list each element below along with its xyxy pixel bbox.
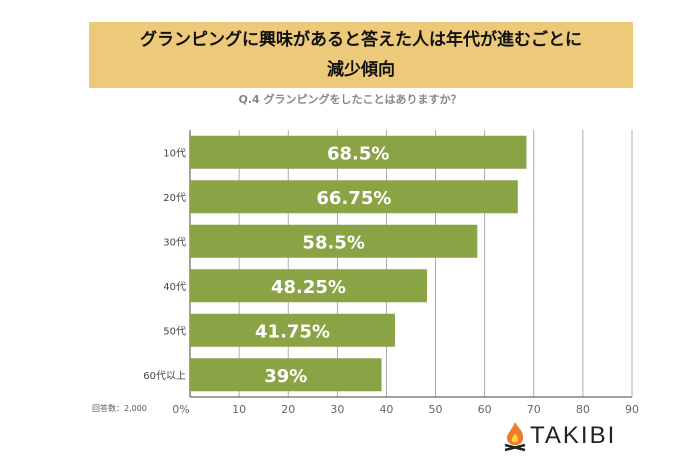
x-tick-label: 40 [379, 403, 393, 416]
x-tick-label: 50 [429, 403, 443, 416]
data-label: 66.75% [316, 188, 391, 209]
x-tick-label: 80 [576, 403, 590, 416]
x-tick-label: 60 [478, 403, 492, 416]
bar [190, 358, 382, 392]
data-label: 48.25% [271, 277, 346, 298]
x-tick-label: 70 [527, 403, 541, 416]
bar [190, 180, 518, 214]
brand-name: TAKIBI [530, 422, 617, 449]
x-tick-label: 0% [172, 403, 189, 416]
x-tick-label: 10 [232, 403, 246, 416]
category-label: 50代 [163, 325, 186, 337]
title-box: グランピングに興味があると答えた人は年代が進むごとに 減少傾向 [89, 22, 633, 88]
x-tick-label: 30 [330, 403, 344, 416]
respondent-count: 回答数：2,000 [92, 404, 147, 413]
brand-logo: TAKIBI [500, 420, 616, 452]
category-label: 20代 [163, 192, 186, 204]
bar [190, 313, 396, 347]
category-label: 10代 [163, 147, 186, 159]
data-label: 68.5% [327, 143, 389, 164]
title-line2: 減少傾向 [327, 60, 395, 80]
data-label: 58.5% [302, 232, 364, 253]
title-line1: グランピングに興味があると答えた人は年代が進むごとに [140, 30, 582, 50]
campfire-icon [504, 422, 526, 452]
bar [190, 269, 427, 303]
category-label: 40代 [163, 281, 186, 293]
data-label: 41.75% [255, 321, 330, 342]
x-tick-label: 20 [281, 403, 295, 416]
bar [190, 135, 527, 169]
category-label: 60代以上 [143, 370, 186, 382]
data-label: 39% [264, 366, 307, 387]
x-tick-label: 90 [625, 403, 639, 416]
bar [190, 224, 478, 258]
category-label: 30代 [163, 236, 186, 248]
chart-subtitle: Q.4 グランピングをしたことはありますか？ [238, 93, 462, 106]
